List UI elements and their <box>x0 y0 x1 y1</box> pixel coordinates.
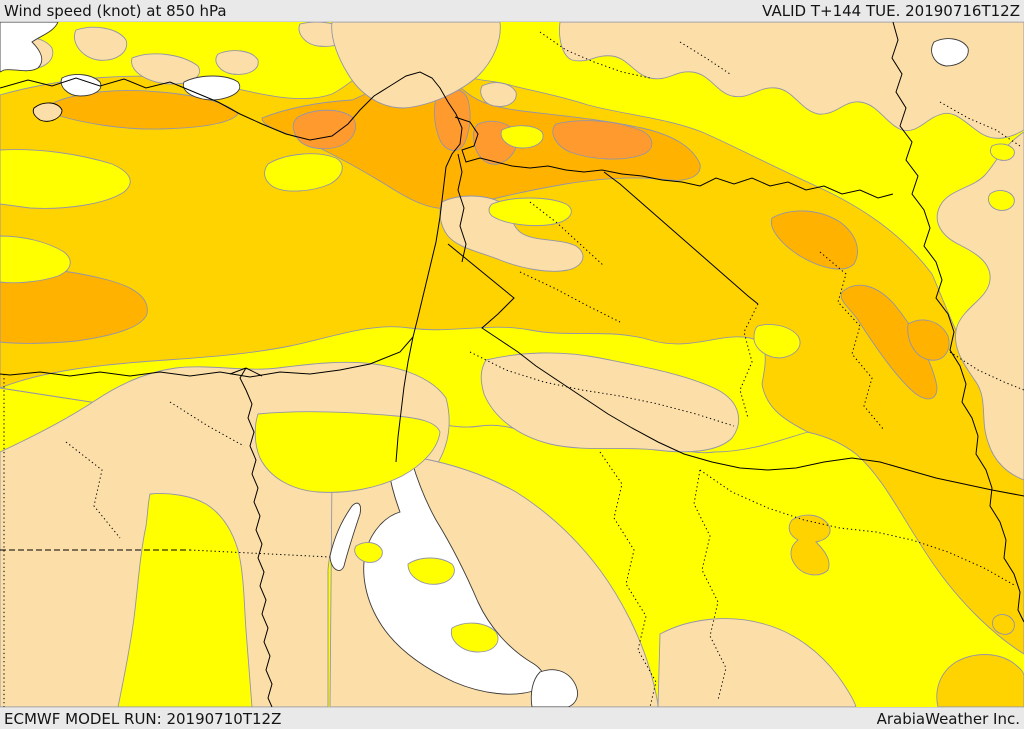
yellow-hole-jordan <box>488 197 572 226</box>
tan-anatolia <box>331 22 501 109</box>
border-turkey-syria-iraq <box>454 116 894 199</box>
map-area <box>0 22 1024 707</box>
yellow-wedge-iraq <box>753 324 801 359</box>
admin-iraq-interior-1 <box>739 303 759 419</box>
yellow-hole-right-edge-1 <box>989 143 1015 161</box>
gold-corner-blob-southeast <box>936 654 1024 707</box>
border-jordan-saudi-iraq <box>447 243 1024 497</box>
valid-time-label: VALID T+144 TUE. 20190716T12Z <box>762 1 1020 20</box>
tan-north-saudi-band <box>480 352 740 453</box>
tan-rhodes-island <box>32 102 63 122</box>
yellow-cyprus-hole <box>264 153 343 192</box>
admin-saudi-diagonal <box>699 469 1017 587</box>
gold-s-blob-central-saudi <box>788 514 831 576</box>
footer-bar: ECMWF MODEL RUN: 20190710T12Z ArabiaWeat… <box>0 707 1024 729</box>
admin-egypt-1 <box>65 441 121 539</box>
border-nile-delta <box>229 367 263 377</box>
yellow-hole-syria <box>500 125 544 149</box>
orange-zagros-streak-1 <box>770 210 858 270</box>
white-gulf-of-suez <box>329 502 361 571</box>
admin-turkey-1 <box>539 31 651 79</box>
tan-right-edge-strip <box>936 131 1024 481</box>
gold-sliver-right-edge <box>991 614 1015 635</box>
yellow-tongue-west-2 <box>0 235 71 284</box>
tan-turkey-blob-4 <box>215 50 259 75</box>
border-syria-iraq-diagonal <box>603 171 759 305</box>
border-iran-wiggly <box>891 22 1024 623</box>
border-jordan-valley <box>457 153 467 263</box>
yellow-ne-egypt-wedge <box>254 411 441 493</box>
admin-iran-2 <box>949 351 1024 391</box>
wind-speed-contour-map <box>0 22 1024 707</box>
border-nile-river <box>239 367 273 707</box>
yellow-island-red-sea-3 <box>354 542 383 563</box>
page-title: Wind speed (knot) at 850 hPa <box>4 1 227 20</box>
white-red-sea-south <box>530 669 579 707</box>
admin-saudi-vertical-2 <box>693 469 727 701</box>
white-lake-van <box>931 38 969 67</box>
yellow-island-red-sea-2 <box>450 622 499 653</box>
admin-turkey-2 <box>679 41 731 75</box>
border-egypt-sudan-dotted <box>189 549 331 558</box>
tan-anatolia-small <box>480 82 517 107</box>
model-run-label: ECMWF MODEL RUN: 20190710T12Z <box>4 709 282 728</box>
white-med-patch <box>182 75 241 101</box>
deep-orange-blob-1 <box>292 109 356 150</box>
admin-syria <box>529 201 605 267</box>
white-aegean-sea <box>0 22 59 73</box>
border-egypt-israel-sinai <box>395 336 414 463</box>
tan-turkey-blob-2 <box>74 26 128 61</box>
tan-south-saudi <box>657 618 857 707</box>
header-bar: Wind speed (knot) at 850 hPa VALID T+144… <box>0 0 1024 22</box>
deep-orange-blob-4 <box>552 120 653 160</box>
orange-zagros-streak-2 <box>840 284 938 400</box>
yellow-hole-right-edge-2 <box>987 190 1015 211</box>
tan-northeast-band <box>559 22 1024 139</box>
attribution-label: ArabiaWeather Inc. <box>876 709 1020 728</box>
orange-zagros-blob-3 <box>907 319 950 361</box>
yellow-nile-corridor <box>117 493 253 707</box>
yellow-island-red-sea-1 <box>407 557 455 585</box>
yellow-tongue-west-1 <box>0 149 131 209</box>
admin-saudi-vertical <box>599 451 657 707</box>
